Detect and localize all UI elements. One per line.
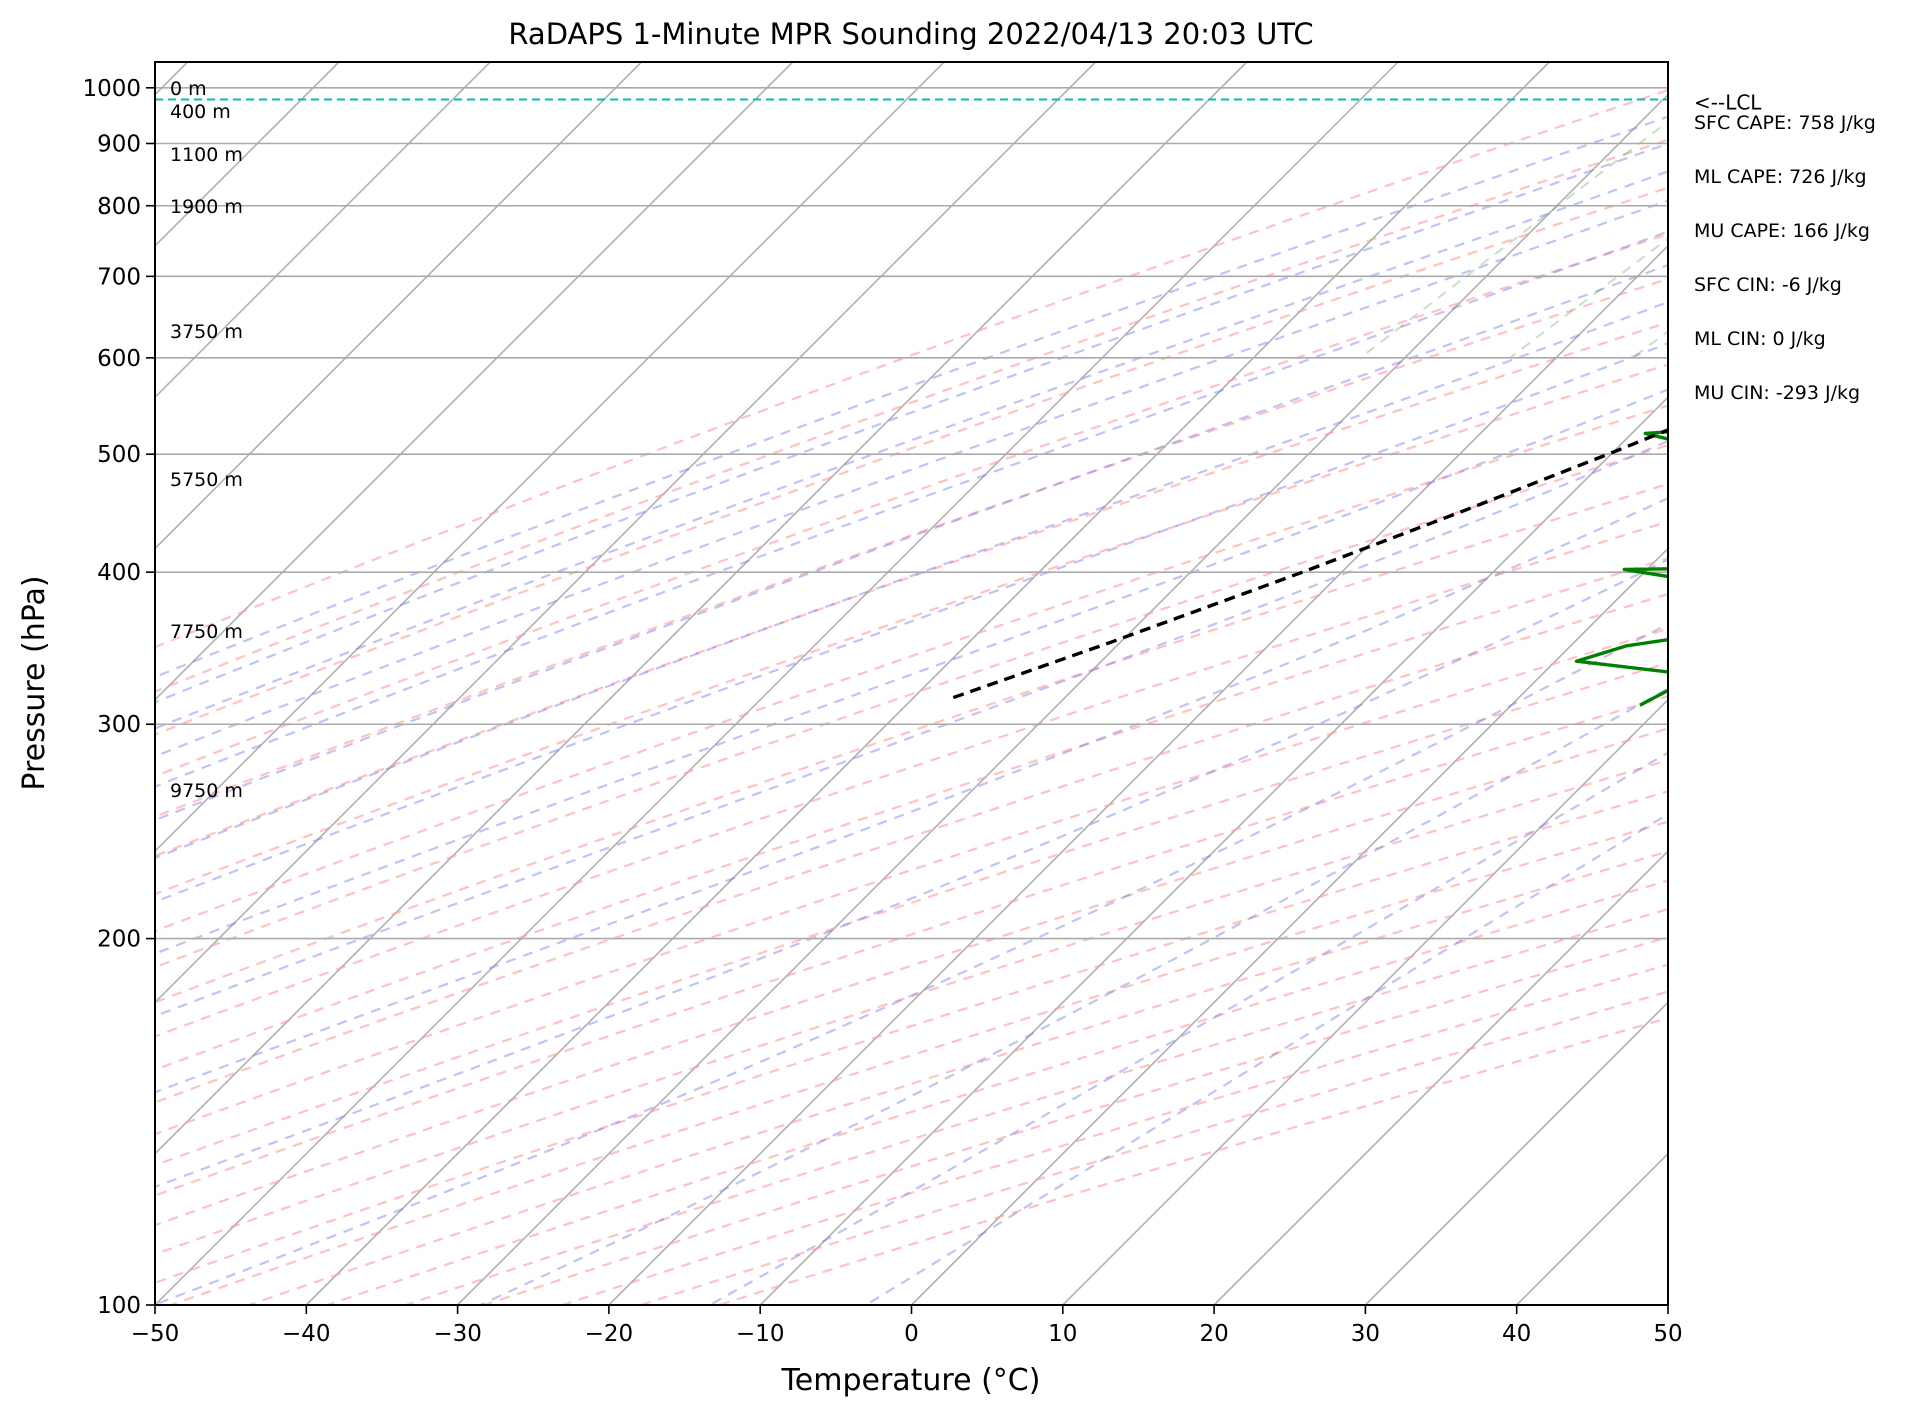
dry-adiabat-line — [155, 363, 1668, 896]
moist-adiabat-line — [155, 300, 1668, 860]
lcl-label: <--LCL — [1694, 91, 1762, 115]
isotherm-line — [155, 62, 1248, 1155]
y-tick-label: 100 — [97, 1293, 141, 1319]
mixing-ratio-line — [1359, 120, 1668, 359]
isotherm-line — [155, 62, 1399, 1305]
dry-adiabat-line — [155, 790, 1668, 1284]
isotherm-line — [305, 62, 1550, 1305]
dry-adiabat-line — [155, 444, 1668, 969]
pressure-gridlines — [155, 86, 1668, 1306]
stability-index: ML CIN: 0 J/kg — [1694, 328, 1826, 350]
axes: <--LCL −50 −40 −30 −20 −10 0 10 20 30 40 50 1000 900 8… — [82, 76, 1762, 1347]
isotherm-line — [1516, 1152, 1668, 1305]
dry-adiabat-line — [718, 1016, 1668, 1305]
moist-adiabat-line — [155, 230, 1668, 788]
moist-adiabat-line — [155, 115, 1668, 679]
mixing-ratio-line — [1905, 62, 1911, 358]
height-label: 5750 m — [170, 469, 243, 491]
dry-adiabat-line — [155, 727, 1668, 1227]
moist-adiabat-line — [865, 812, 1668, 1305]
background-lines — [155, 62, 1911, 1305]
dry-adiabat-line — [155, 592, 1668, 1104]
x-tick-label: 0 — [904, 1321, 919, 1347]
mixing-ratio-line — [1631, 330, 1668, 359]
isotherm-line — [155, 62, 491, 399]
isotherm-line — [759, 396, 1668, 1305]
y-tick-label: 200 — [97, 927, 141, 953]
y-tick-label: 400 — [97, 560, 141, 586]
y-tick-label: 600 — [97, 346, 141, 372]
mixing-ratio-line — [1808, 62, 1911, 358]
x-tick-label: −30 — [433, 1321, 482, 1347]
plot-frame — [154, 61, 1669, 1306]
x-tick-label: −40 — [282, 1321, 331, 1347]
x-tick-label: 20 — [1199, 1321, 1228, 1347]
chart-title: RaDAPS 1-Minute MPR Sounding 2022/04/13 … — [508, 17, 1313, 51]
dry-adiabat-line — [155, 694, 1668, 1197]
dry-adiabat-line — [155, 482, 1668, 1004]
moist-adiabat-line — [155, 342, 1668, 904]
isotherm-line — [155, 62, 794, 701]
isotherm-line — [1667, 1303, 1668, 1305]
y-tick-label: 700 — [97, 264, 141, 290]
height-label: 9750 m — [170, 780, 243, 802]
stability-index: SFC CIN: -6 J/kg — [1694, 274, 1842, 296]
moist-adiabat-line — [155, 497, 1668, 1094]
x-axis-label: Temperature (°C) — [781, 1363, 1041, 1398]
height-label: 1900 m — [170, 196, 243, 218]
isotherm-line — [608, 244, 1668, 1305]
stability-index: MU CAPE: 166 J/kg — [1694, 220, 1870, 242]
dry-adiabat-line — [170, 820, 1668, 1305]
stability-indices: SFC CAPE: 758 J/kg ML CAPE: 726 J/kg MU CA… — [1694, 112, 1876, 404]
x-tick-label: 50 — [1653, 1321, 1682, 1347]
height-label: 1100 m — [170, 144, 243, 166]
isotherm-line — [155, 62, 643, 550]
y-tick-label: 900 — [97, 131, 141, 157]
x-tick-label: 10 — [1048, 1321, 1077, 1347]
height-label: 7750 m — [170, 621, 243, 643]
dry-adiabat-line — [155, 232, 1668, 778]
height-label: 400 m — [170, 101, 231, 123]
isotherm-line — [155, 62, 945, 853]
dry-adiabat-line — [155, 138, 1668, 693]
stability-index: MU CIN: -293 J/kg — [1694, 382, 1860, 404]
dry-adiabat-line — [155, 186, 1668, 736]
moist-adiabat-line — [155, 263, 1668, 822]
moist-adiabat-line — [155, 199, 1668, 758]
y-axis-label: Pressure (hPa) — [17, 575, 52, 790]
x-tick-label: −20 — [585, 1321, 634, 1347]
x-tick-label: 30 — [1351, 1321, 1380, 1347]
dry-adiabat-line — [327, 879, 1668, 1305]
isotherm-line — [457, 93, 1668, 1305]
isotherm-line — [1062, 698, 1668, 1305]
x-tick-label: 40 — [1502, 1321, 1531, 1347]
stability-index: ML CAPE: 726 J/kg — [1694, 166, 1867, 188]
isotherm-line — [1213, 849, 1668, 1305]
x-tick-label: −10 — [736, 1321, 785, 1347]
stability-index: SFC CAPE: 758 J/kg — [1694, 112, 1876, 134]
y-tick-label: 500 — [97, 442, 141, 468]
y-tick-label: 1000 — [82, 76, 141, 102]
dry-adiabat-line — [155, 88, 1668, 649]
moist-adiabat-line — [479, 687, 1668, 1305]
moist-adiabat-line — [155, 142, 1668, 704]
height-label: 3750 m — [170, 321, 243, 343]
y-tick-label: 300 — [97, 712, 141, 738]
x-tick-label: −50 — [131, 1321, 180, 1347]
isotherm-line — [155, 62, 1096, 1004]
moist-adiabat-line — [155, 622, 1668, 1305]
y-tick-label: 800 — [97, 194, 141, 220]
dry-adiabat-line — [155, 321, 1668, 858]
isotherm-line — [1364, 1001, 1668, 1305]
dry-adiabat-line — [483, 936, 1668, 1305]
height-label: 0 m — [170, 78, 207, 100]
isotherm-line — [910, 547, 1668, 1305]
